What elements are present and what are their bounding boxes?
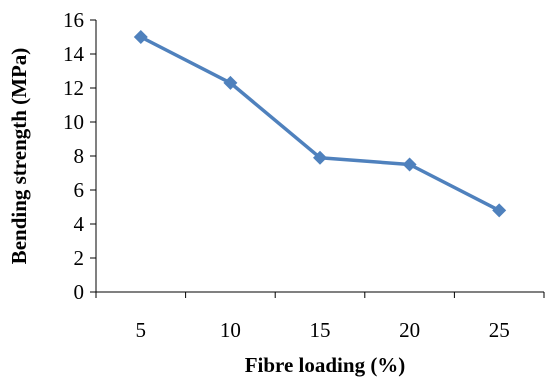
y-tick-label: 14 [63,42,85,66]
y-tick-label: 16 [63,8,84,32]
y-tick-label: 12 [63,76,84,100]
y-tick-label: 8 [74,144,85,168]
y-axis-title: Bending strength (MPa) [7,48,31,265]
x-tick-label: 20 [399,318,420,342]
data-point-marker [133,30,148,44]
y-tick-label: 6 [74,178,85,202]
y-tick-label: 4 [74,212,85,236]
y-tick-label: 2 [74,246,85,270]
x-tick-label: 10 [220,318,241,342]
axes [90,19,545,298]
x-tick-label: 15 [310,318,331,342]
data-point-marker [223,75,238,90]
y-tick-label: 0 [74,280,85,304]
data-point-marker [492,203,507,218]
series [133,30,507,218]
data-point-marker [402,157,417,172]
series-line [140,35,500,212]
x-axis-title: Fibre loading (%) [245,353,406,377]
tick-labels: 0 2 4 6 8 10 12 14 16 5 10 15 20 25 [63,8,510,342]
data-point-marker [313,150,327,165]
x-tick-label: 5 [136,318,147,342]
x-tick-label: 25 [489,318,510,342]
y-tick-label: 10 [63,110,84,134]
